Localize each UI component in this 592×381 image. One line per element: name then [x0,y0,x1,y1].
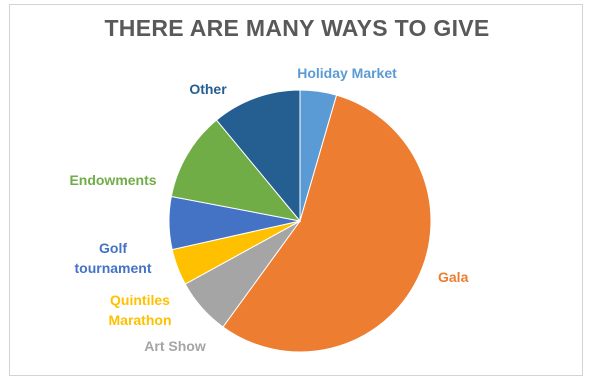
slice-label-line: Endowments [69,172,156,188]
slice-label-line: Gala [438,269,469,285]
slice-label-golf-tournament: Golf tournament [75,240,152,276]
slice-label-line: Golf [99,240,127,256]
slice-label-line: Holiday Market [297,65,397,81]
slice-label-art-show: Art Show [144,338,206,354]
pie-slice-other [215,89,301,223]
slice-label-line: Quintiles [110,292,170,308]
slice-label-line: Other [189,81,227,97]
pie-slice-gala [222,94,432,353]
slice-label-quintiles-marathon: Quintiles Marathon [109,292,172,328]
slice-label-endowments: Endowments [69,172,156,188]
chart-title: THERE ARE MANY WAYS TO GIVE [104,15,490,41]
slice-label-holiday-market: Holiday Market [297,65,397,81]
pie-slice-endowments [170,119,302,222]
slice-label-line: Marathon [109,312,172,328]
slice-label-gala: Gala [438,269,469,285]
slice-label-line: tournament [75,260,152,276]
slice-label-other: Other [189,81,227,97]
slice-label-line: Art Show [144,338,206,354]
